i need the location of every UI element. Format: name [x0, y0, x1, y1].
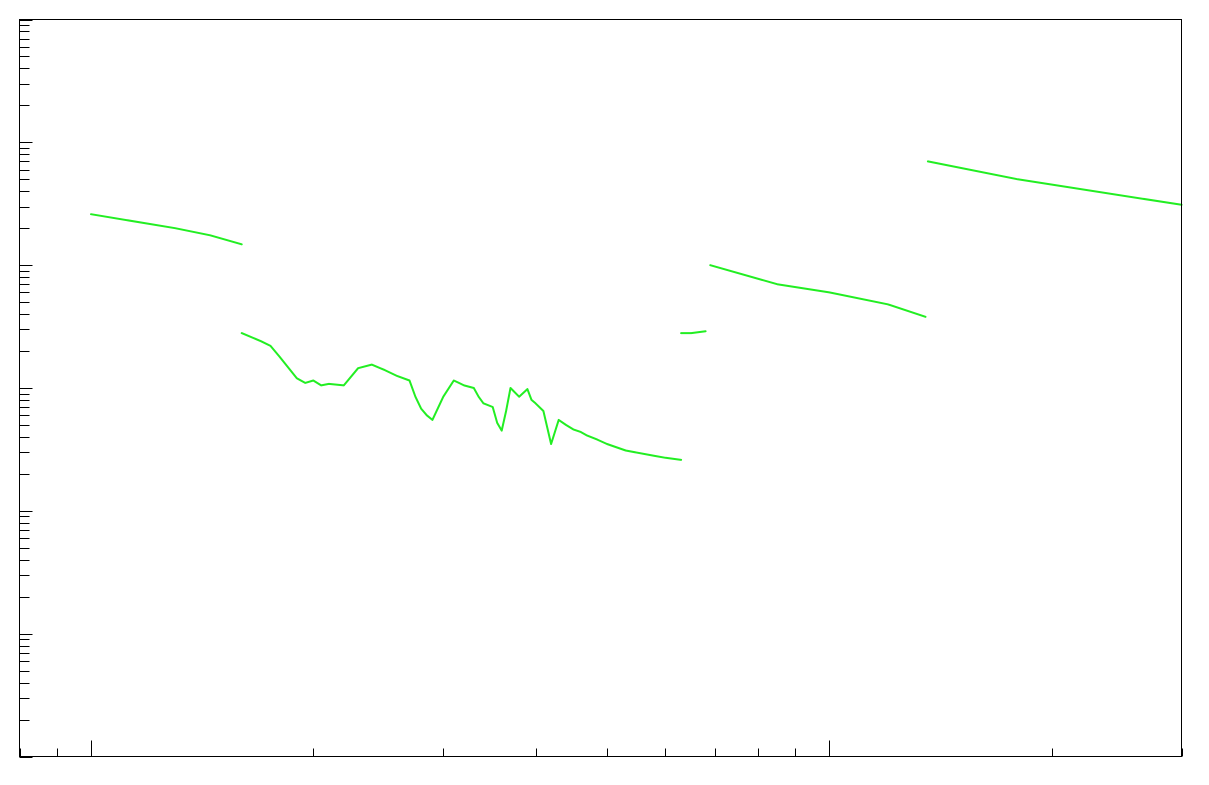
axis-ticks — [19, 20, 1183, 758]
data-lines — [90, 160, 1183, 461]
series-line-segment-3 — [680, 330, 707, 335]
plot-frame — [19, 19, 1182, 757]
series-line-segment-1 — [90, 213, 243, 246]
series-line-segment-4 — [709, 264, 927, 318]
series-line-segment-2 — [240, 332, 683, 461]
series-line-segment-5 — [926, 160, 1183, 206]
